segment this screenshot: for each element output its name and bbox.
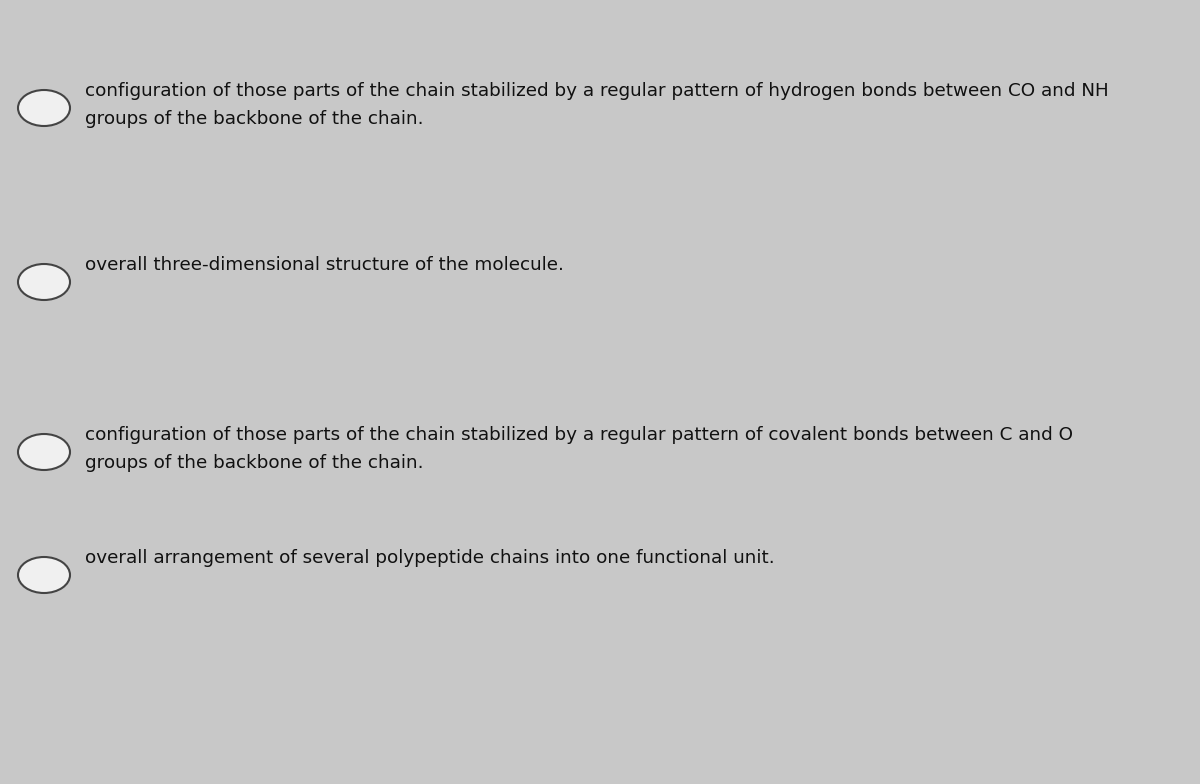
- Text: overall arrangement of several polypeptide chains into one functional unit.: overall arrangement of several polypepti…: [85, 549, 775, 567]
- Text: overall three-dimensional structure of the molecule.: overall three-dimensional structure of t…: [85, 256, 564, 274]
- Ellipse shape: [18, 434, 70, 470]
- Text: configuration of those parts of the chain stabilized by a regular pattern of hyd: configuration of those parts of the chai…: [85, 82, 1109, 100]
- Ellipse shape: [18, 264, 70, 300]
- Text: groups of the backbone of the chain.: groups of the backbone of the chain.: [85, 454, 424, 472]
- Ellipse shape: [18, 90, 70, 126]
- Text: configuration of those parts of the chain stabilized by a regular pattern of cov: configuration of those parts of the chai…: [85, 426, 1073, 444]
- Ellipse shape: [18, 557, 70, 593]
- Text: groups of the backbone of the chain.: groups of the backbone of the chain.: [85, 110, 424, 128]
